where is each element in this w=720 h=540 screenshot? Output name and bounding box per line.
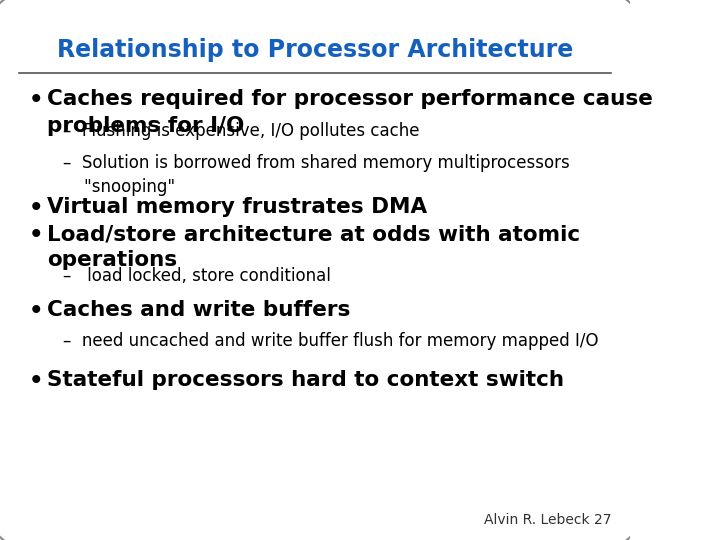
Text: Caches required for processor performance cause
problems for I/O: Caches required for processor performanc… — [48, 89, 653, 136]
Text: –  need uncached and write buffer flush for memory mapped I/O: – need uncached and write buffer flush f… — [63, 332, 598, 350]
Text: Stateful processors hard to context switch: Stateful processors hard to context swit… — [48, 370, 564, 390]
Text: Alvin R. Lebeck 27: Alvin R. Lebeck 27 — [484, 512, 611, 526]
Text: •: • — [28, 197, 43, 220]
Text: •: • — [28, 300, 43, 323]
Text: •: • — [28, 89, 43, 112]
Text: Caches and write buffers: Caches and write buffers — [48, 300, 351, 320]
Text: Load/store architecture at odds with atomic
operations: Load/store architecture at odds with ato… — [48, 224, 580, 271]
Text: Relationship to Processor Architecture: Relationship to Processor Architecture — [57, 38, 573, 62]
FancyBboxPatch shape — [0, 0, 636, 540]
Text: Virtual memory frustrates DMA: Virtual memory frustrates DMA — [48, 197, 428, 217]
Text: –  Solution is borrowed from shared memory multiprocessors
    "snooping": – Solution is borrowed from shared memor… — [63, 154, 570, 195]
Text: –   load locked, store conditional: – load locked, store conditional — [63, 267, 331, 285]
Text: •: • — [28, 370, 43, 393]
Text: •: • — [28, 224, 43, 247]
Text: –  Flushing is expensive, I/O pollutes cache: – Flushing is expensive, I/O pollutes ca… — [63, 122, 420, 139]
